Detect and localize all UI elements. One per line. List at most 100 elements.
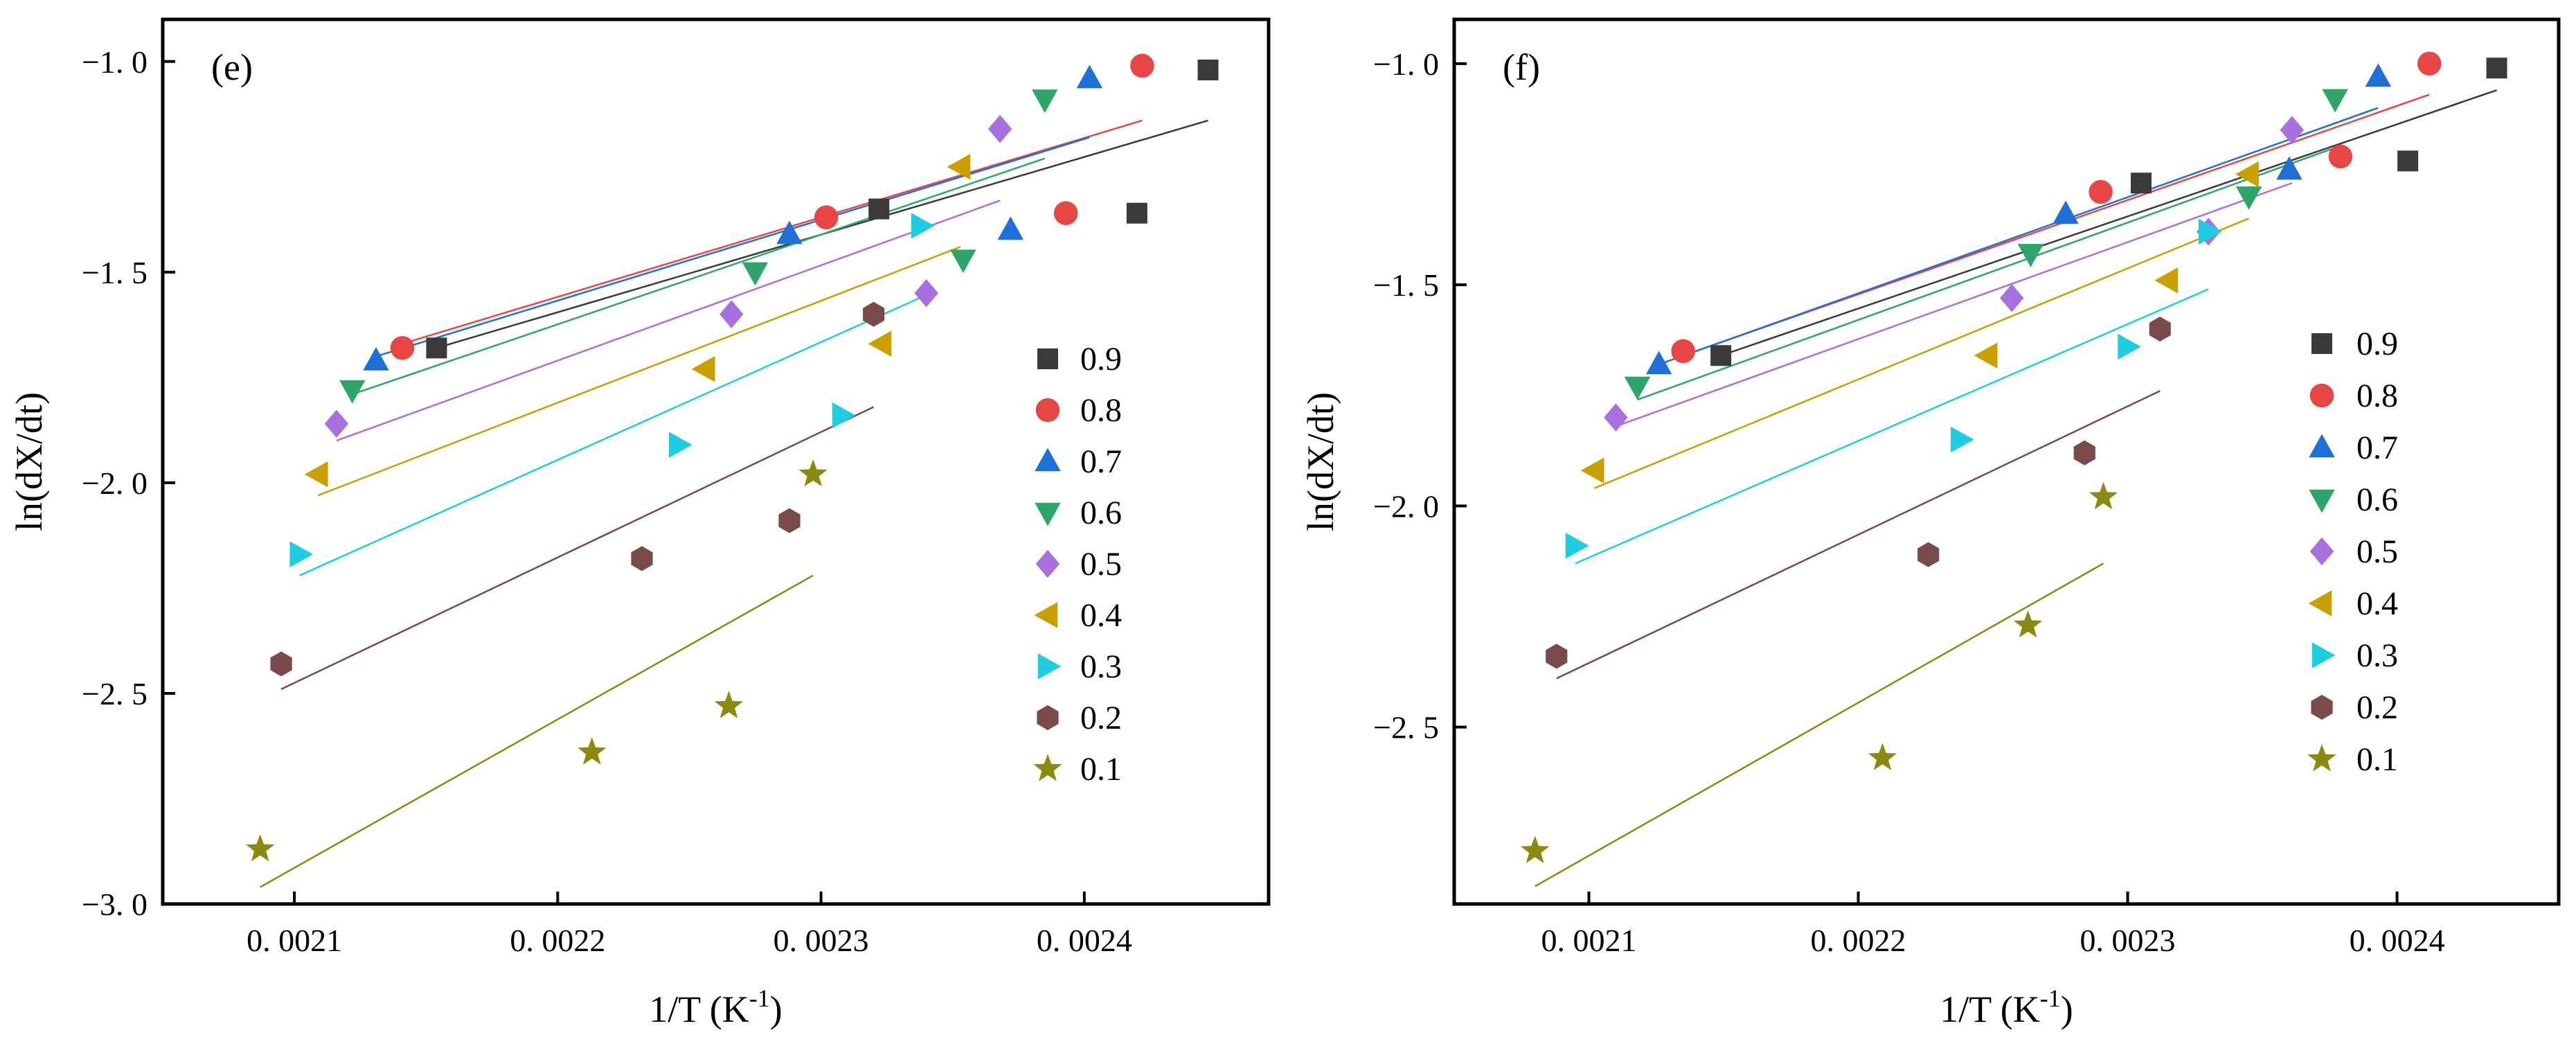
legend-marker-0.6 — [2309, 489, 2335, 513]
data-point-0.7 — [2365, 63, 2392, 87]
legend-label: 0.8 — [2356, 378, 2398, 414]
data-point-0.6 — [339, 380, 366, 404]
data-point-0.6 — [2322, 89, 2348, 113]
data-point-0.4 — [691, 355, 715, 382]
x-axis-label-main: 1/T (K — [1940, 989, 2040, 1030]
data-point-0.9 — [1197, 59, 1219, 80]
data-point-0.8 — [1671, 339, 1695, 364]
y-tick-label: −2. 5 — [1373, 710, 1439, 745]
data-point-0.1 — [246, 834, 275, 862]
legend-label: 0.5 — [2356, 533, 2398, 570]
data-point-0.9 — [1126, 202, 1147, 224]
data-point-0.6 — [1032, 89, 1058, 114]
legend-label: 0.8 — [1080, 392, 1122, 429]
legend-marker-0.7 — [2309, 434, 2335, 458]
data-point-0.9 — [2486, 57, 2507, 79]
legend-marker-0.7 — [1035, 447, 1061, 472]
x-axis-label-end: ) — [770, 989, 782, 1030]
fit-line-0.2 — [1556, 390, 2161, 680]
data-point-0.3 — [669, 432, 692, 458]
fit-line-0.4 — [1593, 218, 2250, 489]
data-point-0.6 — [1624, 376, 1651, 400]
data-point-0.1 — [1521, 835, 1550, 863]
legend-label: 0.2 — [1080, 700, 1122, 736]
data-point-0.2 — [863, 301, 885, 327]
legend-label: 0.4 — [2356, 585, 2398, 622]
x-axis-label: 1/T (K-1) — [1940, 984, 2073, 1030]
legend-label: 0.7 — [1080, 443, 1122, 480]
data-point-0.3 — [2118, 333, 2142, 360]
y-tick-label: −2. 5 — [82, 676, 147, 711]
fit-line-0.7 — [1658, 107, 2379, 366]
chart-panel-e: 0. 0021 0. 0022 0. 0023 0. 0024 −3. 0 −2. 5 −2… — [8, 17, 1271, 1030]
legend-marker-0.9 — [2311, 333, 2332, 354]
fit-line-0.2 — [280, 406, 875, 690]
legend-label: 0.1 — [2356, 741, 2398, 778]
data-point-0.1 — [2088, 481, 2118, 510]
y-tick-label: −1. 0 — [82, 44, 147, 80]
legend-marker-0.9 — [1037, 348, 1058, 369]
legend-label: 0.2 — [2356, 689, 2398, 726]
y-tick-label: −1. 5 — [82, 255, 147, 290]
x-tick-label: 0. 0022 — [510, 923, 605, 958]
data-point-0.8 — [2417, 51, 2442, 76]
data-point-0.7 — [2052, 200, 2079, 224]
data-point-0.8 — [2328, 144, 2353, 169]
legend-marker-0.6 — [1035, 502, 1061, 526]
data-point-0.4 — [2235, 161, 2259, 188]
fit-line-0.1 — [260, 574, 814, 888]
data-point-0.5 — [1604, 403, 1628, 432]
fit-line-0.5 — [1615, 182, 2293, 427]
data-point-0.9 — [1710, 345, 1732, 366]
data-point-0.8 — [1053, 201, 1078, 225]
data-point-0.7 — [997, 216, 1024, 240]
legend-marker-0.4 — [2308, 590, 2332, 617]
x-tick-label: 0. 0022 — [1811, 923, 1906, 958]
data-point-0.5 — [719, 300, 744, 328]
data-point-0.2 — [270, 651, 292, 677]
legend-marker-0.1 — [1033, 754, 1062, 781]
data-point-0.4 — [1974, 342, 1998, 369]
fit-line-0.7 — [375, 136, 1090, 357]
data-point-0.1 — [578, 737, 607, 765]
data-point-0.4 — [2154, 267, 2179, 294]
data-point-0.1 — [1868, 743, 1897, 770]
data-point-0.8 — [390, 336, 415, 360]
legend-label: 0.7 — [2356, 429, 2398, 466]
chart-panel-f: 0. 0021 0. 0022 0. 0023 0. 0024 −2. 5 −2. 0 −1… — [1300, 17, 2561, 1030]
fit-line-0.6 — [1637, 146, 2336, 401]
x-axis-label-main: 1/T (K — [649, 989, 749, 1030]
data-point-0.3 — [911, 213, 935, 239]
x-axis-label: 1/T (K-1) — [649, 984, 782, 1030]
y-axis-label: ln(dX/dt) — [1300, 392, 1341, 531]
panel-label: (f) — [1503, 46, 1540, 88]
legend-marker-0.3 — [1037, 653, 1062, 680]
legend-label: 0.5 — [1080, 546, 1122, 583]
legend-marker-0.2 — [1037, 705, 1059, 730]
fit-line-0.8 — [402, 119, 1143, 345]
legend-label: 0.3 — [2356, 637, 2398, 674]
data-point-0.1 — [2013, 610, 2043, 638]
legend-marker-0.3 — [2311, 642, 2336, 668]
y-tick-label: −1. 5 — [1373, 267, 1439, 303]
data-point-0.6 — [2235, 186, 2262, 210]
data-point-0.8 — [2088, 179, 2113, 204]
fit-line-0.4 — [317, 246, 961, 497]
x-axis-label-sup: -1 — [749, 984, 770, 1012]
data-point-0.7 — [2276, 156, 2302, 180]
panel-label: (e) — [211, 46, 253, 88]
x-axis-label-sup: -1 — [2040, 984, 2061, 1012]
data-point-0.4 — [947, 154, 971, 180]
data-point-0.2 — [2149, 317, 2171, 342]
legend-label: 0.4 — [1080, 597, 1122, 634]
fit-line-0.5 — [336, 200, 1001, 442]
fit-line-0.3 — [299, 296, 922, 576]
data-point-0.6 — [2017, 244, 2044, 267]
plot-frame — [161, 17, 1271, 906]
data-point-0.4 — [1580, 457, 1604, 484]
plot-frame — [1452, 17, 2561, 906]
data-point-0.5 — [2280, 116, 2305, 144]
data-point-0.7 — [1076, 64, 1103, 89]
legend: 0.9 0.8 0.7 0.6 0.5 0.4 0.3 0.2 0.1 — [1033, 341, 1122, 788]
legend-marker-0.8 — [2309, 383, 2334, 408]
